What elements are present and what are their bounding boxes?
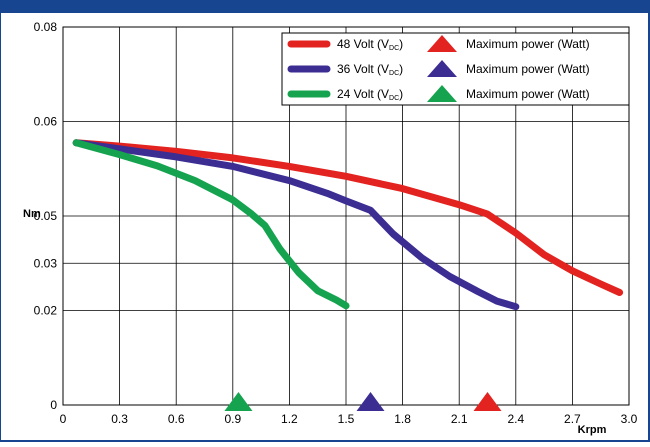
legend-box	[281, 32, 630, 106]
x-tick-label-7: 2.1	[451, 412, 468, 426]
y-tick-label-2: 0.03	[34, 256, 58, 270]
x-tick-label-1: 0.3	[111, 412, 128, 426]
series-layer	[72, 139, 624, 311]
y-axis-label: Nm	[23, 208, 41, 220]
legend-marker-label-0: Maximum power (Watt)	[466, 37, 590, 51]
series-line-0	[72, 139, 624, 296]
x-tick-label-6: 1.8	[394, 412, 411, 426]
series-line-1	[72, 139, 520, 311]
y-tick-label-5: 0.08	[34, 20, 58, 34]
x-tick-label-2: 0.6	[168, 412, 185, 426]
legend-marker-0	[427, 35, 457, 52]
legend-label-2: 24 Volt (VDC)	[337, 87, 403, 102]
y-tick-label-1: 0.02	[34, 304, 58, 318]
x-tick-label-9: 2.7	[564, 412, 581, 426]
legend-label-0: 48 Volt (VDC)	[337, 37, 403, 52]
max-power-markers	[224, 392, 502, 411]
tick-labels: 0 0.3 0.6 0.9 1.2 1.5 1.8 2.1 2.4 2.7 3.0 0 0.02 0.03…	[34, 20, 638, 426]
max-power-marker-0	[473, 392, 502, 411]
max-power-marker-2	[224, 392, 253, 411]
x-tick-label-4: 1.2	[281, 412, 298, 426]
series-line-2	[72, 139, 350, 310]
top-header-bar	[0, 0, 650, 12]
y-tick-label-4: 0.06	[34, 115, 58, 129]
x-tick-label-10: 3.0	[621, 412, 638, 426]
y-tick-label-3: 0.05	[34, 209, 58, 223]
legend-marker-label-2: Maximum power (Watt)	[466, 87, 590, 101]
legend-marker-2	[427, 85, 457, 102]
max-power-marker-1	[356, 392, 385, 411]
x-tick-label-3: 0.9	[224, 412, 241, 426]
x-tick-label-8: 2.4	[507, 412, 524, 426]
x-axis-label: Krpm	[578, 424, 607, 436]
legend: 48 Volt (VDC) Maximum power (Watt) 36 Volt…	[281, 32, 630, 106]
y-tick-label-0: 0	[50, 398, 57, 412]
x-tick-label-0: 0	[60, 412, 67, 426]
x-tick-label-5: 1.5	[338, 412, 355, 426]
legend-label-1: 36 Volt (VDC)	[337, 62, 403, 77]
legend-marker-label-1: Maximum power (Watt)	[466, 62, 590, 76]
legend-marker-1	[427, 60, 457, 77]
